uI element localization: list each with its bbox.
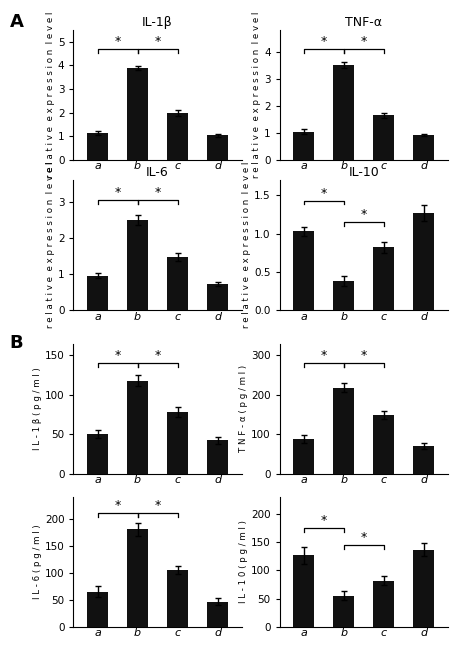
Bar <box>333 65 354 160</box>
Text: *: * <box>114 499 121 512</box>
Bar <box>413 213 434 310</box>
Bar <box>167 113 188 160</box>
Bar <box>87 592 108 627</box>
Bar <box>127 220 148 310</box>
Bar <box>127 530 148 627</box>
Y-axis label: r e l a t i v e  e x p r e s s i o n  l e v e l: r e l a t i v e e x p r e s s i o n l e … <box>46 162 55 328</box>
Text: *: * <box>155 35 161 48</box>
Text: *: * <box>361 208 367 221</box>
Bar <box>374 580 394 627</box>
Title: IL-6: IL-6 <box>146 166 169 179</box>
Text: *: * <box>114 349 121 362</box>
Y-axis label: T N F - α ( p g / m l ): T N F - α ( p g / m l ) <box>239 365 248 452</box>
Title: IL-1β: IL-1β <box>142 16 173 29</box>
Y-axis label: I L - 1 0 ( p g / m l ): I L - 1 0 ( p g / m l ) <box>239 520 248 604</box>
Bar <box>167 257 188 310</box>
Text: A: A <box>9 13 23 31</box>
Bar <box>207 440 228 474</box>
Bar <box>167 570 188 627</box>
Text: *: * <box>155 349 161 362</box>
Bar <box>207 135 228 160</box>
Bar <box>293 439 314 474</box>
Y-axis label: r e l a t i v e  e x p r e s s i o n  l e v e l: r e l a t i v e e x p r e s s i o n l e … <box>252 12 261 178</box>
Bar <box>207 284 228 310</box>
Bar <box>333 281 354 310</box>
Text: *: * <box>361 349 367 362</box>
Text: *: * <box>114 35 121 48</box>
Text: *: * <box>320 187 327 199</box>
Text: *: * <box>114 186 121 199</box>
Title: IL-10: IL-10 <box>348 166 379 179</box>
Bar <box>127 68 148 160</box>
Text: *: * <box>361 531 367 544</box>
Y-axis label: r e l a t i v e  e x p r e s s i o n  l e v e l: r e l a t i v e e x p r e s s i o n l e … <box>242 162 251 328</box>
Bar <box>413 550 434 627</box>
Text: *: * <box>320 35 327 48</box>
Text: *: * <box>320 514 327 527</box>
Bar <box>207 602 228 627</box>
Y-axis label: I L - 6 ( p g / m l ): I L - 6 ( p g / m l ) <box>33 525 42 599</box>
Bar <box>293 131 314 160</box>
Text: *: * <box>155 186 161 199</box>
Bar <box>293 555 314 627</box>
Bar <box>374 115 394 160</box>
Bar <box>87 276 108 310</box>
Bar <box>374 247 394 310</box>
Bar <box>413 446 434 474</box>
Bar <box>87 133 108 160</box>
Bar <box>127 381 148 474</box>
Y-axis label: I L - 1 β ( p g / m l ): I L - 1 β ( p g / m l ) <box>33 367 42 450</box>
Text: *: * <box>155 499 161 512</box>
Text: *: * <box>361 35 367 48</box>
Bar <box>167 412 188 474</box>
Bar <box>333 388 354 474</box>
Bar <box>293 231 314 310</box>
Bar <box>413 135 434 160</box>
Y-axis label: r e l a t i v e  e x p r e s s i o n  l e v e l: r e l a t i v e e x p r e s s i o n l e … <box>46 12 55 178</box>
Bar <box>333 596 354 627</box>
Text: *: * <box>320 349 327 362</box>
Bar <box>374 416 394 474</box>
Title: TNF-α: TNF-α <box>345 16 383 29</box>
Bar <box>87 434 108 474</box>
Text: B: B <box>9 334 23 352</box>
